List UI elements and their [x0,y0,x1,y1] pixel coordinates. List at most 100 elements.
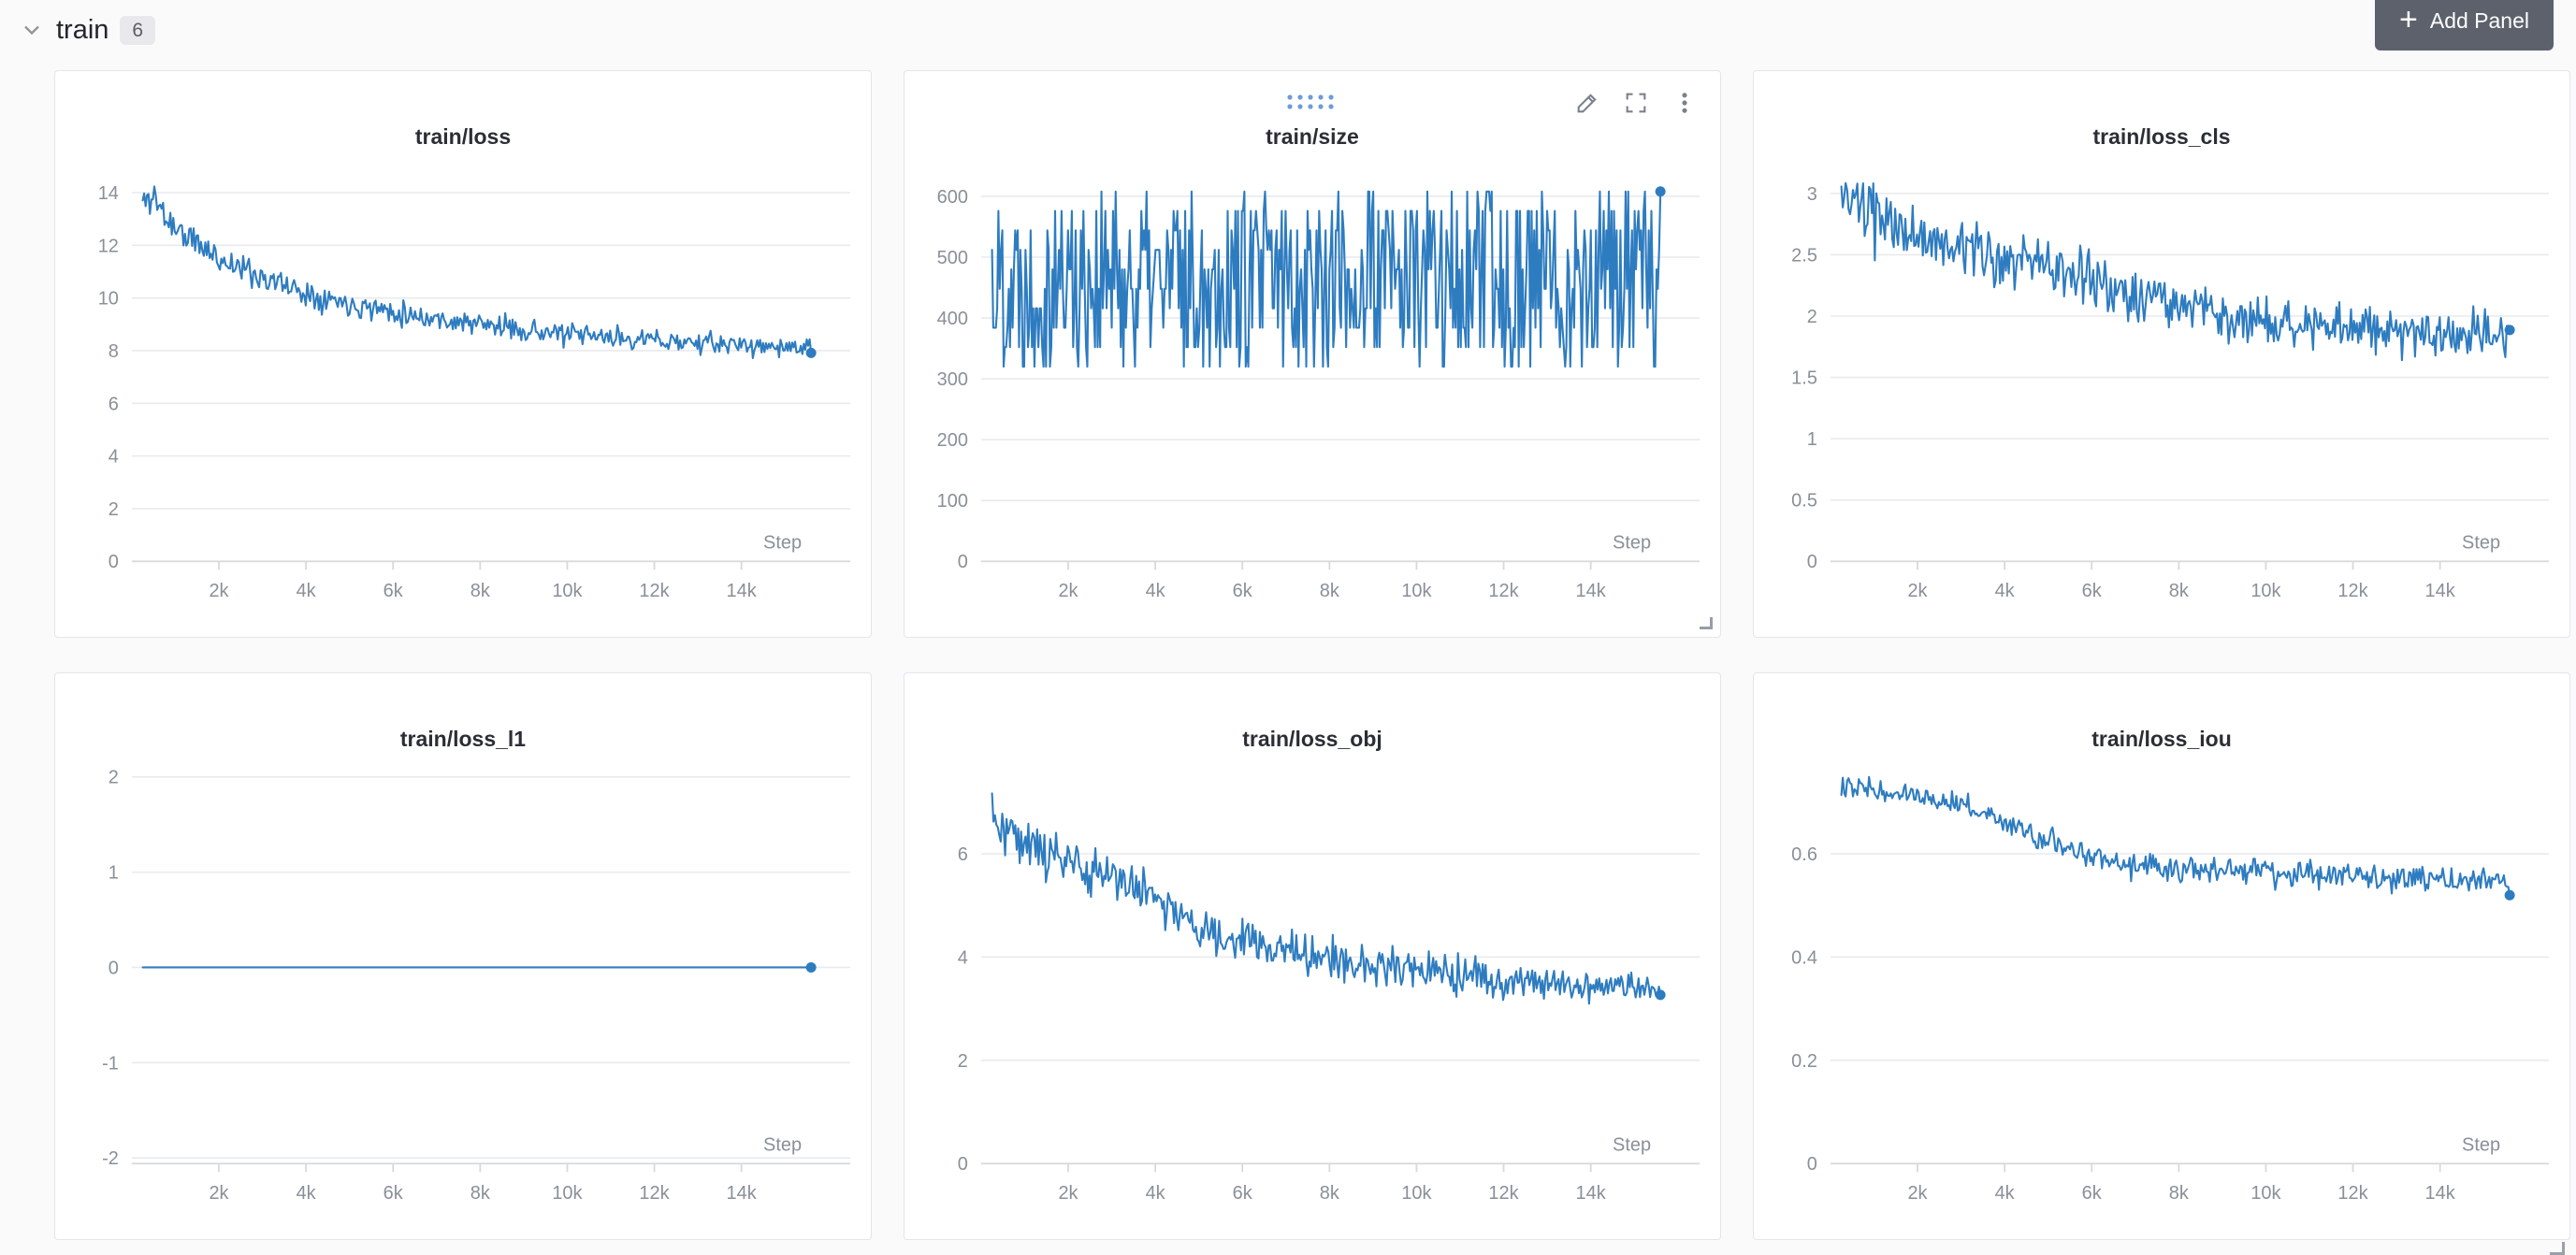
add-panel-label: Add Panel [2429,7,2529,33]
svg-text:0: 0 [109,958,119,978]
svg-text:2k: 2k [1907,581,1927,601]
svg-text:500: 500 [937,248,968,268]
svg-text:4k: 4k [297,1183,316,1204]
chart-panel[interactable]: train/loss_iou 0 0.2 0.4 0.6 2k 4k 6k 8k 10k 12k 1… [1753,672,2570,1240]
line-chart[interactable]: 0 100 200 300 400 500 600 2k 4k 6k 8k 10k 12k 14k Step [904,71,1720,637]
svg-text:14k: 14k [1576,1183,1606,1204]
svg-text:10: 10 [98,289,119,310]
svg-text:-2: -2 [102,1148,119,1169]
svg-text:Step: Step [2462,1134,2500,1155]
chart-panel[interactable]: train/size 0 100 200 300 400 500 600 2k 4k 6k 8k 10… [904,70,1721,638]
svg-text:0: 0 [109,552,119,572]
line-chart[interactable]: 0 2 4 6 8 10 12 14 2k 4k 6k 8k 10k 12k 14k Step [55,71,871,637]
drag-handle-icon[interactable] [1284,92,1340,117]
svg-text:1.5: 1.5 [1791,368,1817,389]
svg-text:6k: 6k [1233,581,1252,601]
svg-text:0.5: 0.5 [1791,491,1817,512]
svg-text:-1: -1 [102,1053,119,1074]
chart-panel[interactable]: train/loss_l1 -2 -1 0 1 2 2k 4k 6k 8k 10k 12k 14k St… [54,672,872,1240]
plus-icon: + [2399,1,2418,37]
svg-text:1: 1 [109,863,119,884]
svg-text:2: 2 [958,1051,968,1072]
svg-text:2: 2 [109,768,119,788]
svg-text:14k: 14k [727,1183,757,1204]
line-chart[interactable]: -2 -1 0 1 2 2k 4k 6k 8k 10k 12k 14k Step [55,673,871,1239]
svg-text:10k: 10k [1401,581,1431,601]
svg-text:12k: 12k [639,581,669,601]
svg-text:8k: 8k [1320,1183,1339,1204]
svg-text:0.6: 0.6 [1791,844,1817,865]
edit-panel-icon[interactable] [1574,90,1600,116]
section-header-train[interactable]: train 6 [19,7,156,52]
svg-text:200: 200 [937,430,968,451]
panel-title: train/loss_cls [2092,124,2231,149]
svg-text:400: 400 [937,309,968,329]
svg-text:14k: 14k [727,581,757,601]
svg-text:Step: Step [763,532,802,553]
fullscreen-icon[interactable] [1623,90,1649,116]
svg-text:8k: 8k [470,581,490,601]
svg-text:6: 6 [958,844,968,865]
svg-text:2: 2 [109,499,119,520]
svg-text:6: 6 [109,394,119,414]
svg-text:10k: 10k [552,581,582,601]
svg-text:2k: 2k [1058,581,1078,601]
svg-text:14k: 14k [1576,581,1606,601]
svg-text:10k: 10k [1401,1183,1431,1204]
chevron-down-icon[interactable] [19,17,45,43]
svg-text:2k: 2k [209,581,228,601]
svg-text:0: 0 [1807,1154,1817,1175]
section-title: train [56,14,109,45]
svg-text:6k: 6k [1233,1183,1252,1204]
svg-text:Step: Step [763,1134,802,1155]
svg-text:100: 100 [937,491,968,512]
svg-text:2k: 2k [1907,1183,1927,1204]
svg-text:12k: 12k [2337,581,2367,601]
svg-text:12k: 12k [2337,1183,2367,1204]
svg-text:Step: Step [1613,532,1651,553]
svg-text:6k: 6k [384,581,403,601]
svg-text:0: 0 [1807,552,1817,572]
svg-text:2k: 2k [1058,1183,1078,1204]
svg-text:8k: 8k [2169,581,2189,601]
kebab-menu-icon[interactable] [1672,90,1698,116]
panel-title: train/loss_obj [1242,727,1382,751]
svg-text:12k: 12k [1488,581,1518,601]
add-panel-button[interactable]: + Add Panel [2375,0,2554,50]
svg-text:10k: 10k [2250,1183,2280,1204]
panel-toolbar [1574,90,1698,116]
chart-panel[interactable]: train/loss 0 2 4 6 8 10 12 14 2k 4k 6k 8k 10k 12k 14k S… [54,70,872,638]
svg-text:6k: 6k [2082,1183,2102,1204]
svg-text:1: 1 [1807,429,1817,450]
panel-title: train/size [1266,124,1359,149]
svg-text:8k: 8k [470,1183,490,1204]
svg-text:6k: 6k [2082,581,2102,601]
svg-text:600: 600 [937,187,968,208]
svg-text:10k: 10k [552,1183,582,1204]
svg-text:4k: 4k [1995,1183,2015,1204]
svg-text:8: 8 [109,341,119,362]
svg-text:2.5: 2.5 [1791,245,1817,266]
line-chart[interactable]: 0 0.2 0.4 0.6 2k 4k 6k 8k 10k 12k 14k Step [1754,673,2569,1239]
svg-text:6k: 6k [384,1183,403,1204]
line-chart[interactable]: 0 2 4 6 2k 4k 6k 8k 10k 12k 14k Step [904,673,1720,1239]
svg-text:Step: Step [1613,1134,1651,1155]
svg-text:4: 4 [109,447,119,468]
svg-text:8k: 8k [1320,581,1339,601]
chart-panel[interactable]: train/loss_obj 0 2 4 6 2k 4k 6k 8k 10k 12k 14k Step [904,672,1721,1240]
svg-text:3: 3 [1807,184,1817,205]
svg-text:0.2: 0.2 [1791,1051,1817,1072]
svg-text:12k: 12k [639,1183,669,1204]
svg-text:14: 14 [98,183,119,204]
svg-text:2: 2 [1807,307,1817,327]
svg-text:300: 300 [937,369,968,390]
svg-text:8k: 8k [2169,1183,2189,1204]
svg-text:0: 0 [958,552,968,572]
panel-resize-handle[interactable] [1700,617,1713,629]
line-chart[interactable]: 0 0.5 1 1.5 2 2.5 3 2k 4k 6k 8k 10k 12k 14k Step [1754,71,2569,637]
svg-text:14k: 14k [2425,581,2455,601]
section-count-badge: 6 [120,15,156,45]
svg-text:10k: 10k [2250,581,2280,601]
panel-title: train/loss [414,124,512,149]
chart-panel[interactable]: train/loss_cls 0 0.5 1 1.5 2 2.5 3 2k 4k 6k 8k 10k 1… [1753,70,2570,638]
